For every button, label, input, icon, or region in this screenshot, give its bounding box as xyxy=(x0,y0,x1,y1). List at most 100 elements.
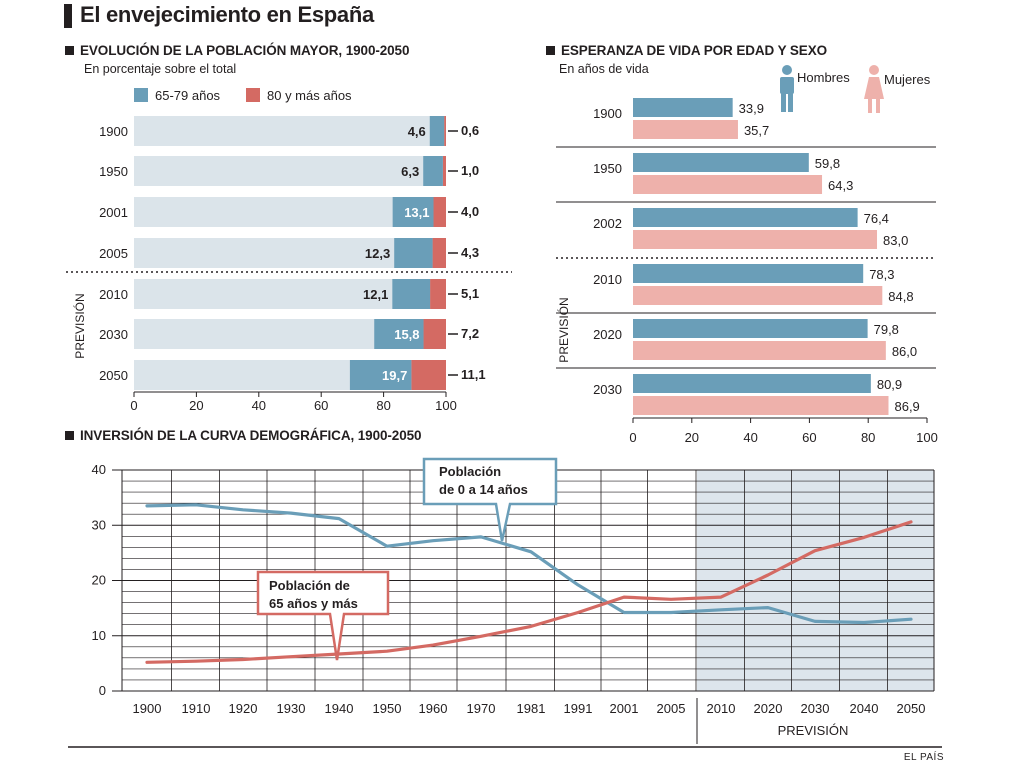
callout-text-65-mas: 65 años y más xyxy=(269,596,358,611)
x-tick-label: 80 xyxy=(861,430,875,445)
mujeres-icon xyxy=(864,65,884,113)
bar-hombres xyxy=(633,98,733,117)
x-tick-label: 1930 xyxy=(277,701,306,716)
category-label: 1900 xyxy=(593,106,622,121)
y-tick-label: 30 xyxy=(92,517,106,532)
category-label: 2050 xyxy=(99,368,128,383)
chart-subtitle-esperanza-vida: En años de vida xyxy=(559,62,649,76)
data-label-hombres: 80,9 xyxy=(877,377,902,392)
legend-swatch-65-79 xyxy=(134,88,148,102)
data-label-80-mas: 1,0 xyxy=(461,163,479,178)
mujeres-icon-leg xyxy=(876,99,880,113)
hombres-icon-leg xyxy=(781,92,786,112)
y-tick-label: 40 xyxy=(92,462,106,477)
page-title: El envejecimiento en España xyxy=(80,2,374,27)
x-tick-label: 80 xyxy=(376,398,390,413)
x-tick-label: 100 xyxy=(435,398,457,413)
x-tick-label: 100 xyxy=(916,430,938,445)
mujeres-icon-dress xyxy=(864,77,884,99)
data-label-mujeres: 86,9 xyxy=(894,399,919,414)
x-tick-label: 1981 xyxy=(517,701,546,716)
data-label-mujeres: 83,0 xyxy=(883,233,908,248)
category-label: 2001 xyxy=(99,205,128,220)
callout-box-0-14 xyxy=(422,457,558,542)
bar-hombres xyxy=(633,208,858,227)
data-label-65-79: 19,7 xyxy=(382,368,407,383)
bar-80-mas xyxy=(432,238,446,268)
legend-label-hombres: Hombres xyxy=(797,70,850,85)
bar-80-mas xyxy=(433,197,446,227)
data-label-mujeres: 64,3 xyxy=(828,178,853,193)
bar-hombres xyxy=(633,319,868,338)
legend-swatch-80-mas xyxy=(246,88,260,102)
data-label-65-79: 12,3 xyxy=(365,246,390,261)
bar-80-mas xyxy=(423,319,446,349)
callout-box-65-mas xyxy=(256,570,390,661)
data-label-80-mas: 4,3 xyxy=(461,245,479,260)
data-label-65-79: 6,3 xyxy=(401,164,419,179)
data-label-65-79: 13,1 xyxy=(404,205,429,220)
bar-80-mas xyxy=(430,279,446,309)
hombres-icon-head xyxy=(782,65,792,75)
x-tick-label: 0 xyxy=(629,430,636,445)
legend-label-65-79: 65-79 años xyxy=(155,88,221,103)
data-label-mujeres: 35,7 xyxy=(744,123,769,138)
x-tick-label: 1920 xyxy=(229,701,258,716)
x-tick-label: 20 xyxy=(189,398,203,413)
bar-track xyxy=(134,156,446,186)
bar-track xyxy=(134,238,446,268)
category-label: 2010 xyxy=(593,272,622,287)
callout-text-0-14: de 0 a 14 años xyxy=(439,482,528,497)
x-tick-label: 2001 xyxy=(610,701,639,716)
x-tick-label: 1940 xyxy=(325,701,354,716)
chart-subtitle-poblacion-mayor: En porcentaje sobre el total xyxy=(84,62,237,76)
data-label-65-79: 12,1 xyxy=(363,287,388,302)
y-tick-label: 10 xyxy=(92,628,106,643)
bar-65-79 xyxy=(429,116,445,146)
projection-label: PREVISIÓN xyxy=(72,293,87,358)
x-tick-label: 1950 xyxy=(373,701,402,716)
data-label-65-79: 4,6 xyxy=(408,124,426,139)
data-label-hombres: 79,8 xyxy=(874,322,899,337)
bar-65-79 xyxy=(374,319,424,349)
legend-label-80-mas: 80 y más años xyxy=(267,88,352,103)
x-tick-label: 1960 xyxy=(419,701,448,716)
bar-mujeres xyxy=(633,286,883,305)
x-tick-label: 0 xyxy=(130,398,137,413)
x-tick-label: 60 xyxy=(314,398,328,413)
bar-hombres xyxy=(633,264,864,283)
x-tick-label: 40 xyxy=(743,430,757,445)
category-label: 1900 xyxy=(99,124,128,139)
projection-label: PREVISIÓN xyxy=(778,723,849,738)
line-series-0-14 xyxy=(145,503,913,625)
category-label: 2020 xyxy=(593,327,622,342)
category-label: 2030 xyxy=(593,382,622,397)
callout-text-0-14: Población xyxy=(439,464,501,479)
x-tick-label: 2030 xyxy=(801,701,830,716)
bar-mujeres xyxy=(633,341,886,360)
category-label: 1950 xyxy=(99,164,128,179)
bar-65-79 xyxy=(394,238,433,268)
x-tick-label: 1910 xyxy=(182,701,211,716)
line-series-65-mas xyxy=(145,520,913,664)
bar-80-mas xyxy=(444,116,446,146)
x-tick-label: 2010 xyxy=(707,701,736,716)
data-label-mujeres: 84,8 xyxy=(888,289,913,304)
x-tick-label: 2050 xyxy=(897,701,926,716)
bar-hombres xyxy=(633,153,809,172)
x-tick-label: 2020 xyxy=(754,701,783,716)
x-tick-label: 20 xyxy=(685,430,699,445)
title-bar xyxy=(64,4,72,28)
source-credit: EL PAÍS xyxy=(903,752,944,763)
projection-label: PREVISIÓN xyxy=(556,297,571,362)
bar-65-79 xyxy=(423,156,443,186)
bar-mujeres xyxy=(633,175,823,194)
mujeres-icon-leg xyxy=(868,99,872,113)
bar-mujeres xyxy=(633,120,738,139)
data-label-hombres: 59,8 xyxy=(815,156,840,171)
bar-mujeres xyxy=(633,396,889,415)
data-label-80-mas: 0,6 xyxy=(461,123,479,138)
x-tick-label: 1900 xyxy=(133,701,162,716)
chart-title-curva-demografica: INVERSIÓN DE LA CURVA DEMOGRÁFICA, 1900-… xyxy=(80,428,422,443)
